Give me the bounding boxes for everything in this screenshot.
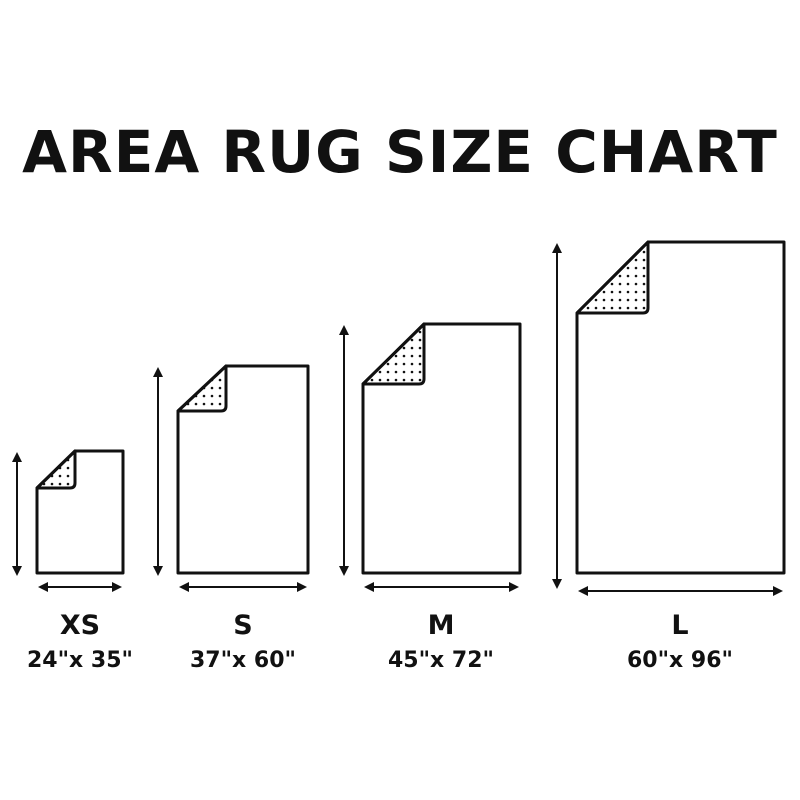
dimensions-label: 24"x 35" [26,648,133,673]
size-label: XS [59,610,101,641]
rug-folded-corner [176,364,228,413]
rug-folded-corner [35,449,77,490]
page-title: AREA RUG SIZE CHART [22,118,778,186]
dimensions-label: 37"x 60" [189,648,296,673]
rug-outline [35,449,125,575]
size-label: L [671,610,689,641]
size-label: S [233,610,253,641]
dimensions-label: 60"x 96" [626,648,733,673]
rug-folded-corner [575,240,650,315]
rug-folded-corner [361,322,426,386]
dimensions-label: 45"x 72" [387,648,494,673]
size-label: M [427,610,455,641]
